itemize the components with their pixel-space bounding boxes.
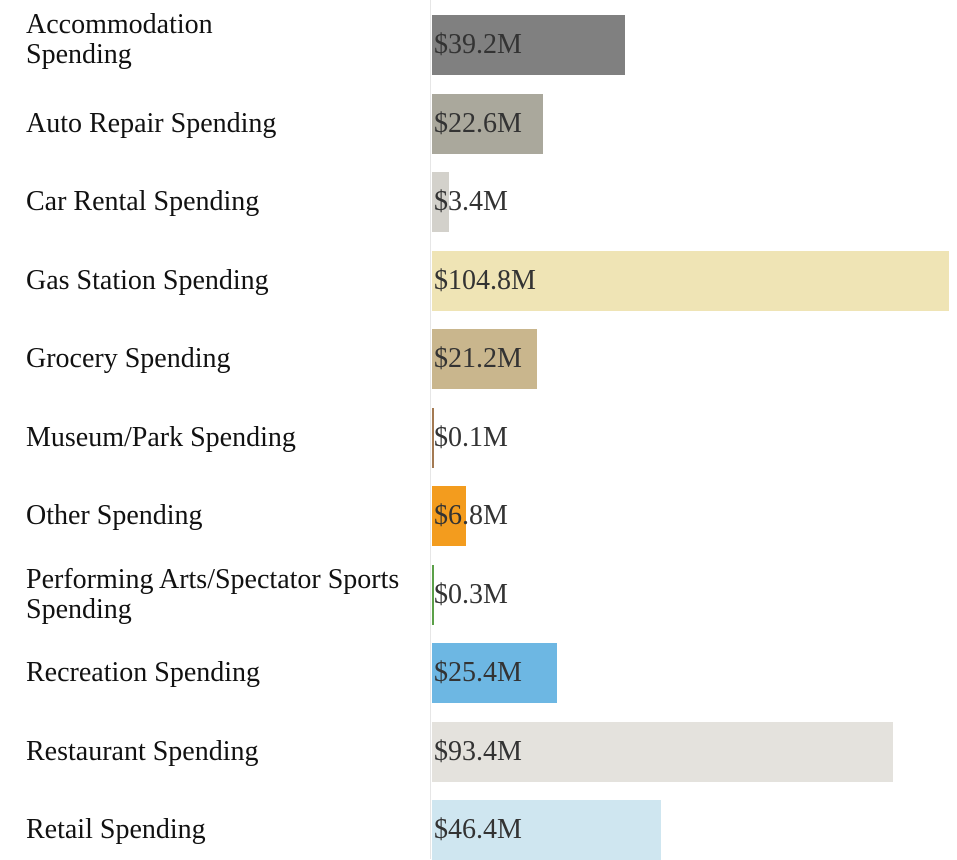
value-label: $39.2M [434,29,522,60]
bar [432,15,626,75]
value-label: $6.8M [434,500,508,531]
category-label: Gas Station Spending [26,264,269,296]
bar [432,486,466,546]
value-label: $93.4M [434,735,522,767]
category-label: Grocery Spending [26,343,231,374]
category-label: Auto Repair Spending [26,107,277,139]
bar [432,329,537,389]
value-label: $25.4M [434,657,522,688]
value-label: $21.2M [434,343,522,374]
axis-line [430,0,431,859]
bar [432,564,434,625]
bar [432,250,949,311]
bar [432,643,558,703]
category-label: Recreation Spending [26,657,261,688]
category-label: Retail Spending [26,814,206,845]
bar [432,800,661,860]
value-label: $0.3M [434,578,508,610]
value-label: $22.6M [434,107,522,139]
value-label: $0.1M [434,421,508,453]
category-label: Accommodation Spending [26,9,213,70]
value-label: $46.4M [434,814,522,845]
bar [432,172,449,232]
category-label: Other Spending [26,500,203,531]
category-label: Car Rental Spending [26,186,260,217]
bar [432,407,434,468]
bar [432,721,893,782]
value-label: $3.4M [434,186,508,217]
bar [432,93,544,154]
category-label: Museum/Park Spending [26,421,296,453]
value-label: $104.8M [434,264,536,296]
category-label: Performing Arts/Spectator Sports Spendin… [26,563,400,625]
category-label: Restaurant Spending [26,735,259,767]
